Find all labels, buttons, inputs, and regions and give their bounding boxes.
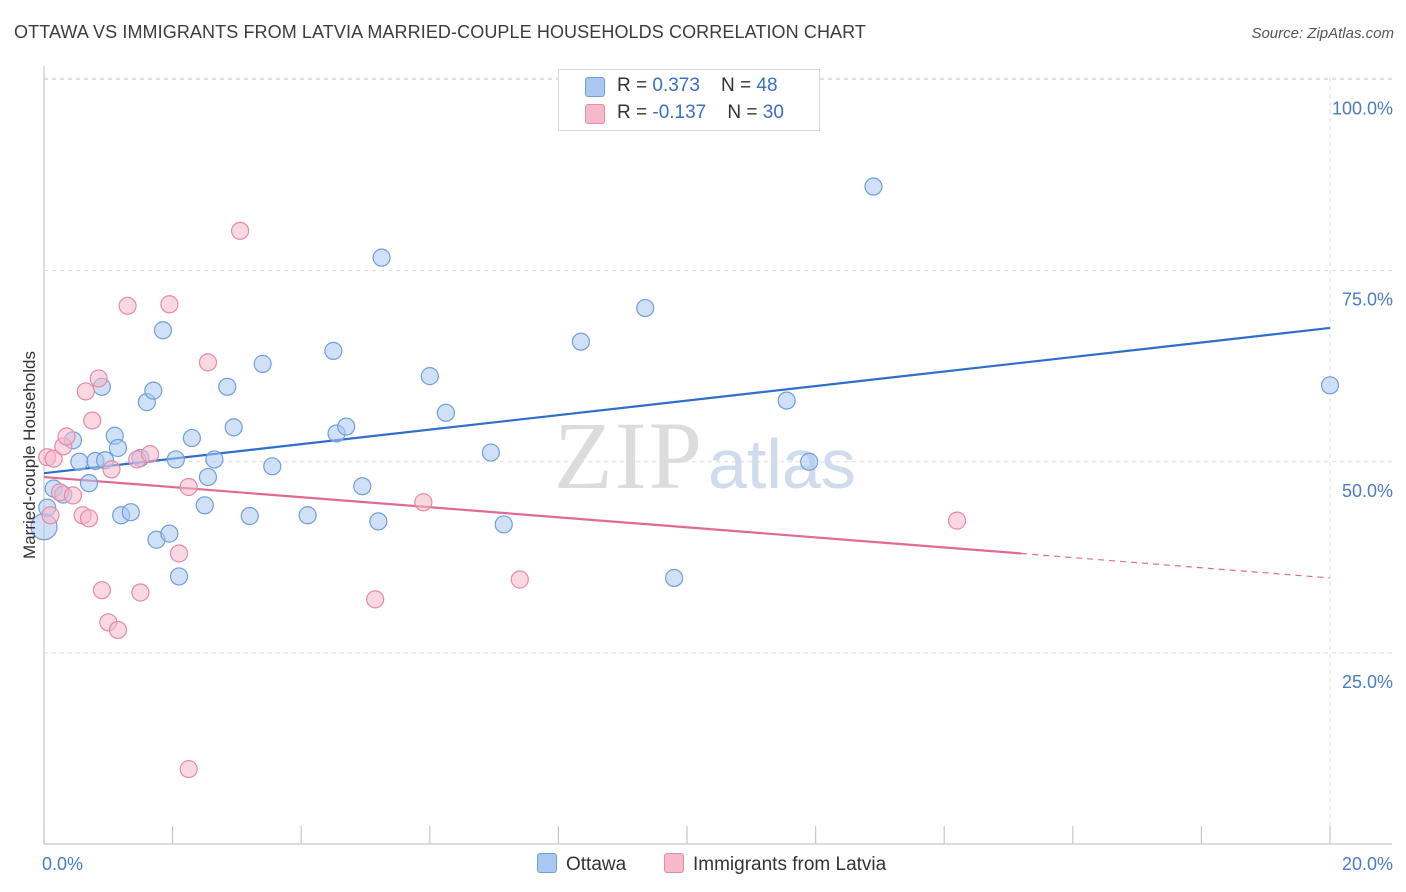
point-latvia [131,583,150,602]
point-ottawa [298,506,317,525]
bottom-legend-swatch-ottawa [537,853,557,873]
legend-r-label: R = [617,102,653,123]
point-latvia [414,493,433,512]
legend-n-value-latvia: 30 [762,102,784,123]
trend-lines [43,326,1331,579]
point-ottawa [800,452,819,471]
point-ottawa [864,177,883,196]
point-ottawa [353,477,372,496]
point-ottawa [420,367,439,386]
x-tick-label: 0.0% [42,854,83,874]
point-latvia [83,411,102,430]
point-latvia [160,295,179,314]
point-ottawa [153,321,173,340]
point-ottawa [777,391,796,410]
point-ottawa [253,354,272,373]
point-ottawa [205,450,224,469]
point-ottawa [79,474,99,493]
point-latvia [108,620,128,640]
point-latvia [57,427,76,446]
point-ottawa [240,506,259,526]
point-latvia [89,369,108,388]
point-ottawa [218,377,237,396]
point-ottawa [166,450,185,469]
source-credit: Source: ZipAtlas.com [1251,25,1394,42]
point-ottawa [1320,376,1340,395]
bottom-legend-ottawa: Ottawa [537,853,626,876]
point-latvia [169,544,189,563]
point-latvia [76,382,95,401]
point-ottawa [571,332,591,351]
y-tick-label: 50.0% [1342,481,1393,501]
watermark-zip: ZIP [554,402,704,509]
point-ottawa [144,381,163,400]
point-ottawa [182,428,201,448]
point-latvia [102,460,121,479]
y-tick-label: 25.0% [1342,672,1393,692]
legend-n-value-ottawa: 48 [756,75,778,96]
y-axis-label: Married-couple Households [20,351,39,559]
x-tick-label: 20.0% [1342,854,1393,874]
point-ottawa [121,503,140,522]
trend-line-latvia [43,475,1022,555]
point-ottawa [263,457,282,476]
watermark-atlas: atlas [708,425,856,503]
legend-r-value-ottawa: 0.373 [652,75,700,96]
point-ottawa [195,496,214,515]
point-latvia [63,486,83,505]
trend-line-latvia-extension [1021,552,1331,579]
watermark: ZIPatlas [554,400,856,511]
point-latvia [79,509,99,528]
grid [44,77,1392,844]
point-ottawa [224,418,243,437]
data-points [30,177,1340,779]
y-tick-label: 100.0% [1332,99,1393,119]
legend-n-label: N = [721,75,757,96]
point-ottawa [169,567,189,586]
point-latvia [140,445,160,464]
legend-swatch-ottawa [585,77,605,97]
point-latvia [198,353,218,372]
point-latvia [947,511,967,530]
point-ottawa [198,467,218,487]
point-ottawa [108,438,128,458]
point-latvia [510,570,529,589]
point-ottawa [665,568,684,588]
point-ottawa [160,524,179,543]
legend-r-label: R = [617,75,653,96]
bottom-legend-latvia: Immigrants from Latvia [664,853,886,876]
point-ottawa [636,298,655,318]
bottom-legend-label-ottawa: Ottawa [566,854,627,875]
trend-line-ottawa [43,326,1331,475]
point-ottawa [369,512,388,531]
point-ottawa [337,417,356,436]
point-ottawa [481,443,500,462]
legend-n-label: N = [727,102,763,123]
stats-legend: R = 0.373 N = 48 R = -0.137 N = 30 [558,69,820,131]
point-latvia [179,477,198,497]
point-latvia [92,581,111,600]
point-latvia [179,759,198,779]
legend-r-value-latvia: -0.137 [652,102,707,123]
bottom-legend-swatch-latvia [664,853,684,873]
point-latvia [118,296,137,315]
point-latvia [366,590,385,609]
point-latvia [231,221,250,240]
tick-labels: 25.0% 50.0% 75.0% 100.0% 0.0% 20.0% [42,99,1393,875]
point-ottawa [324,341,343,360]
point-ottawa [436,403,455,422]
point-ottawa [70,452,89,471]
point-ottawa [494,515,513,534]
axes [43,66,1392,845]
bottom-legend-label-latvia: Immigrants from Latvia [693,854,887,875]
point-ottawa [372,248,391,267]
legend-swatch-latvia [585,104,605,124]
y-tick-label: 75.0% [1342,290,1393,310]
point-latvia [41,506,60,525]
chart-title: OTTAWA VS IMMIGRANTS FROM LATVIA MARRIED… [14,22,867,42]
point-latvia [44,449,63,468]
